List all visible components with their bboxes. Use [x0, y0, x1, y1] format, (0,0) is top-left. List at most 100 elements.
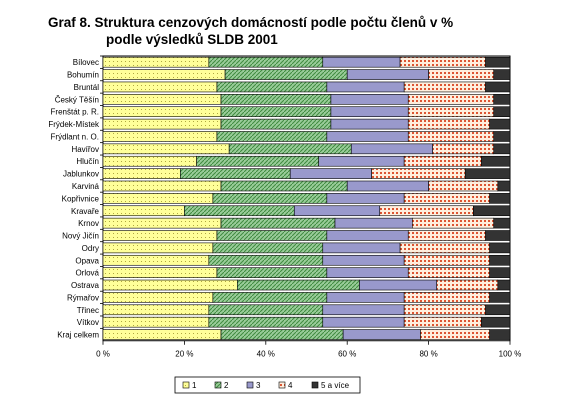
bar-4-11	[428, 180, 499, 192]
bar-2-17	[208, 254, 324, 266]
chart-title-line2: podle výsledků SLDB 2001	[106, 32, 278, 47]
bar-1-16	[102, 242, 214, 254]
category-label: Hlučín	[76, 157, 99, 166]
bar-2-16	[212, 242, 324, 254]
legend: 1 2 3 4 5 a více	[174, 376, 361, 394]
category-label: Nový Jičín	[62, 232, 99, 241]
bar-3-6	[330, 118, 409, 130]
bar-5-2	[493, 69, 511, 80]
bar-2-4	[220, 94, 332, 105]
category-label: Havířov	[71, 145, 99, 154]
bar-2-18	[216, 267, 328, 278]
bar-1-14	[102, 217, 222, 229]
bar-2-3	[216, 81, 328, 93]
bar-4-2	[428, 69, 495, 80]
bar-4-16	[399, 242, 490, 254]
bar-1-5	[102, 106, 222, 118]
legend-label-4: 4	[288, 381, 293, 390]
bar-5-14	[493, 217, 511, 229]
bar-4-17	[403, 254, 490, 266]
bar-5-22	[481, 316, 511, 328]
bar-4-5	[407, 106, 495, 118]
bar-1-6	[102, 118, 222, 130]
category-label: Kopřivnice	[62, 194, 100, 203]
bar-2-13	[184, 205, 295, 217]
bar-1-22	[102, 316, 210, 328]
bar-5-8	[493, 143, 511, 155]
bar-5-3	[485, 81, 511, 93]
bar-5-20	[489, 292, 511, 303]
bar-5-18	[489, 267, 511, 278]
bar-4-22	[403, 316, 482, 328]
bar-3-15	[326, 230, 409, 241]
bar-4-6	[407, 118, 490, 130]
bar-3-3	[326, 81, 405, 93]
category-label: Frýdlant n. O.	[51, 132, 99, 141]
x-tick-label: 40 %	[257, 350, 275, 359]
bar-5-6	[489, 118, 511, 130]
bar-4-15	[407, 230, 486, 241]
bar-1-4	[102, 94, 222, 105]
bar-2-23	[220, 329, 344, 340]
bar-4-3	[403, 81, 486, 93]
legend-swatch-1	[182, 381, 190, 389]
legend-label-2: 2	[224, 381, 229, 390]
bar-2-12	[212, 193, 328, 204]
bar-3-16	[322, 242, 401, 254]
bar-4-13	[379, 205, 474, 217]
bar-3-5	[330, 106, 409, 118]
bar-4-9	[403, 155, 482, 167]
bar-3-2	[346, 69, 429, 80]
bar-1-18	[102, 267, 218, 278]
bar-5-5	[493, 106, 511, 118]
category-label: Jablunkov	[63, 170, 99, 179]
bar-5-10	[464, 168, 511, 179]
category-label: Karviná	[72, 182, 100, 191]
category-label: Orlová	[75, 269, 99, 278]
bar-3-20	[326, 292, 405, 303]
bar-2-11	[220, 180, 348, 192]
bar-3-22	[322, 316, 405, 328]
bar-1-13	[102, 205, 185, 217]
category-label: Bohumín	[67, 71, 99, 80]
bar-2-19	[237, 279, 360, 291]
bar-2-10	[180, 168, 291, 179]
bar-1-11	[102, 180, 222, 192]
bar-4-8	[432, 143, 495, 155]
bar-5-23	[489, 329, 511, 340]
bar-4-1	[399, 56, 486, 68]
x-tick-label: 20 %	[175, 350, 193, 359]
bar-3-10	[289, 168, 372, 179]
bar-1-2	[102, 69, 226, 80]
category-label: Opava	[75, 256, 99, 265]
bar-3-8	[350, 143, 433, 155]
legend-label-3: 3	[256, 381, 261, 390]
category-label: Třinec	[77, 306, 99, 315]
legend-box	[174, 376, 361, 394]
bar-5-13	[473, 205, 511, 217]
bar-1-23	[102, 329, 222, 340]
bar-1-19	[102, 279, 238, 291]
bar-1-9	[102, 155, 197, 167]
bar-2-9	[196, 155, 320, 167]
bar-1-20	[102, 292, 214, 303]
bar-1-21	[102, 304, 210, 316]
bar-1-1	[102, 56, 210, 68]
x-tick-label: 80 %	[419, 350, 437, 359]
bar-5-4	[493, 94, 511, 105]
bar-2-15	[216, 230, 328, 241]
bar-3-21	[322, 304, 405, 316]
category-label: Krnov	[78, 219, 99, 228]
bar-1-17	[102, 254, 210, 266]
bar-4-21	[403, 304, 486, 316]
category-label: Kraj celkem	[57, 331, 99, 340]
bar-5-17	[489, 254, 511, 266]
bar-5-7	[493, 131, 511, 142]
x-tick-label: 0 %	[96, 350, 110, 359]
legend-label-1: 1	[192, 381, 197, 390]
bar-5-21	[485, 304, 511, 316]
chart-title-line1: Graf 8. Struktura cenzových domácností p…	[48, 15, 454, 30]
bar-4-10	[371, 168, 466, 179]
bar-2-7	[216, 131, 328, 142]
